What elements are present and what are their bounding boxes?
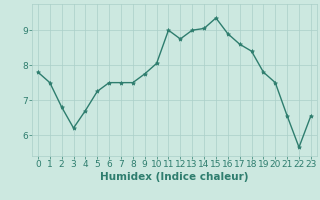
X-axis label: Humidex (Indice chaleur): Humidex (Indice chaleur) bbox=[100, 172, 249, 182]
